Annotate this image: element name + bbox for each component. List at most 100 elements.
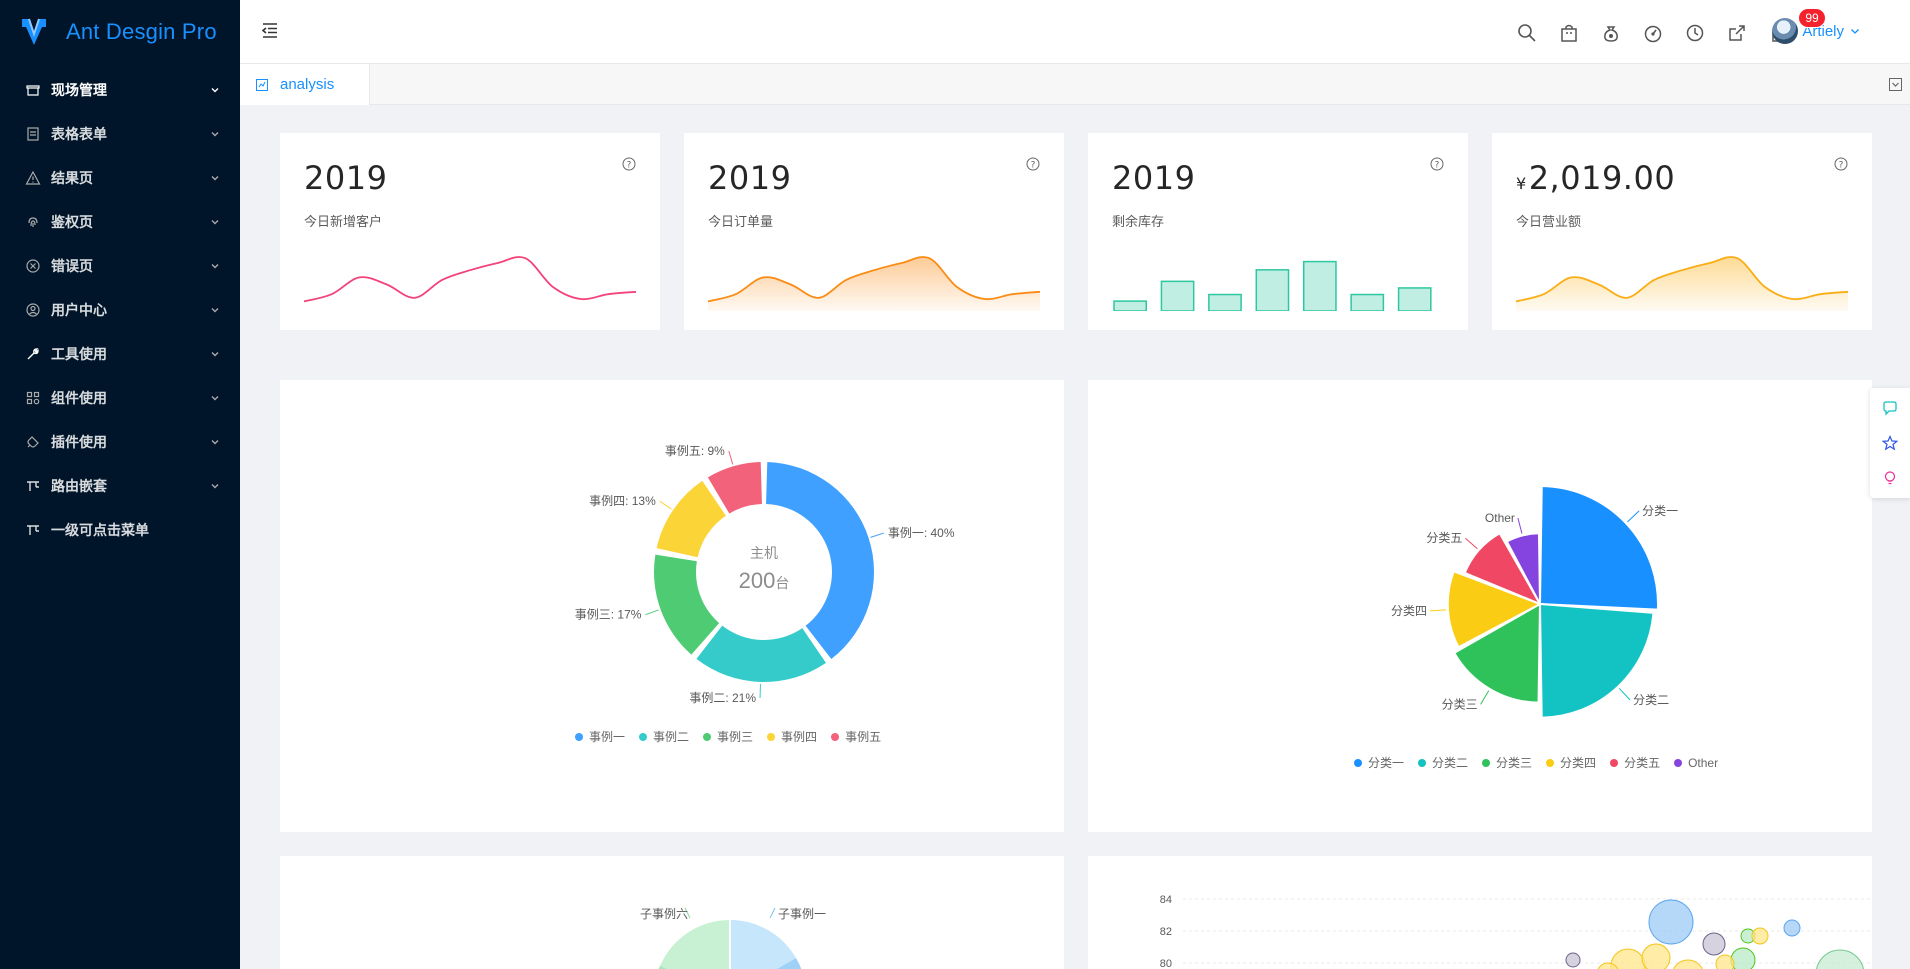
- sidebar-item[interactable]: 用户中心: [0, 288, 240, 332]
- question-icon[interactable]: ?: [1430, 157, 1444, 171]
- sunburst-label: 子事例六: [640, 907, 688, 921]
- sidebar-item[interactable]: 插件使用: [0, 420, 240, 464]
- bubble[interactable]: [1816, 949, 1864, 969]
- menu-fold-icon[interactable]: [260, 20, 280, 40]
- plugin-icon: [27, 436, 39, 448]
- bubble[interactable]: [1702, 932, 1726, 956]
- bubble[interactable]: [1565, 952, 1581, 968]
- search-icon[interactable]: [1516, 22, 1538, 44]
- bubble[interactable]: [1730, 947, 1756, 969]
- shopping-icon[interactable]: [1558, 22, 1580, 44]
- sidebar-item[interactable]: 一级可点击菜单: [0, 508, 240, 552]
- slice-label: 分类四: [1391, 604, 1427, 618]
- question-icon[interactable]: ?: [622, 157, 636, 171]
- logo[interactable]: Ant Desgin Pro: [0, 0, 240, 64]
- sidebar-item-label: 用户中心: [51, 302, 107, 318]
- donut-slice[interactable]: [766, 462, 874, 660]
- legend-item[interactable]: 事例四: [767, 728, 817, 745]
- tab-dropdown-icon[interactable]: [1889, 78, 1902, 91]
- bar[interactable]: [1302, 260, 1337, 311]
- sidebar-item[interactable]: 路由嵌套: [0, 464, 240, 508]
- sidebar-item[interactable]: 鉴权页: [0, 200, 240, 244]
- y-tick-label: 82: [1160, 926, 1172, 938]
- legend-item[interactable]: Other: [1674, 754, 1718, 771]
- bubble[interactable]: [1783, 919, 1801, 937]
- bubble[interactable]: [1648, 899, 1694, 945]
- bar[interactable]: [1255, 269, 1290, 311]
- legend-item[interactable]: 分类四: [1546, 754, 1596, 771]
- bubble[interactable]: [1672, 959, 1704, 969]
- donut-slice[interactable]: [696, 625, 826, 682]
- label-line: [659, 500, 672, 510]
- rose-slice[interactable]: [1539, 485, 1659, 611]
- chevron-down-icon: [211, 88, 219, 93]
- bar[interactable]: [1160, 280, 1195, 311]
- donut-slice[interactable]: [707, 462, 762, 514]
- sunburst-segment[interactable]: [730, 919, 796, 969]
- donut-slice[interactable]: [656, 480, 726, 558]
- bar[interactable]: [1397, 287, 1432, 311]
- sunburst-chart-card: 子事例六 子事例一: [280, 856, 1064, 969]
- sidebar-item[interactable]: 表格表单: [0, 112, 240, 156]
- legend-item[interactable]: 分类五: [1610, 754, 1660, 771]
- star-icon[interactable]: [1882, 435, 1898, 451]
- stat-card-revenue: ¥2,019.00 今日营业额 ?: [1492, 133, 1872, 330]
- rose-slice[interactable]: [1463, 532, 1541, 605]
- sparkline-chart: [304, 256, 636, 303]
- dashboard-tab-icon: [256, 78, 268, 91]
- rose-slice[interactable]: [1453, 603, 1541, 704]
- stat-value: 2019: [304, 159, 387, 197]
- area-fill: [1516, 256, 1848, 311]
- sidebar-item[interactable]: 组件使用: [0, 376, 240, 420]
- bubble[interactable]: [1597, 962, 1619, 969]
- export-icon[interactable]: [1726, 22, 1748, 44]
- comment-icon[interactable]: [1882, 400, 1898, 416]
- svg-text:?: ?: [627, 161, 632, 171]
- clock-icon-glyph: [1686, 24, 1704, 42]
- money-bag-icon[interactable]: [1600, 22, 1622, 44]
- legend-dot: [575, 732, 583, 741]
- legend-item[interactable]: 分类一: [1354, 754, 1404, 771]
- stat-number: 2,019.00: [1528, 159, 1676, 197]
- sunburst-segment[interactable]: [660, 919, 730, 969]
- bubble[interactable]: [1751, 927, 1769, 945]
- bulb-icon[interactable]: [1882, 470, 1898, 486]
- bar[interactable]: [1113, 300, 1148, 311]
- clock-icon[interactable]: [1684, 22, 1706, 44]
- question-icon[interactable]: ?: [1026, 157, 1040, 171]
- chevron-down-icon: [1851, 29, 1859, 34]
- label-line: [1517, 517, 1523, 534]
- legend-item[interactable]: 事例三: [703, 728, 753, 745]
- bubble[interactable]: [1715, 954, 1735, 969]
- rose-slice[interactable]: [1539, 603, 1655, 719]
- svg-text:?: ?: [1031, 161, 1036, 171]
- legend-item[interactable]: 事例二: [639, 728, 689, 745]
- sunburst-segment[interactable]: [654, 966, 730, 969]
- tab-analysis[interactable]: analysis: [240, 64, 370, 105]
- rose-slice[interactable]: [1446, 570, 1541, 649]
- sidebar-item[interactable]: 现场管理: [0, 68, 240, 112]
- bar[interactable]: [1208, 293, 1242, 311]
- appstore-icon: [26, 391, 40, 405]
- question-icon[interactable]: ?: [1834, 157, 1848, 171]
- sunburst-segment[interactable]: [730, 958, 806, 969]
- slice-label: 事例二: 21%: [689, 691, 756, 705]
- user-menu[interactable]: 99 Artiely: [1772, 8, 1860, 44]
- sidebar: Ant Desgin Pro 现场管理 表格表单 结果页 鉴权页 错误页用户中心工具使用…: [0, 0, 240, 969]
- sidebar-item[interactable]: 错误页: [0, 244, 240, 288]
- sidebar-item[interactable]: 工具使用: [0, 332, 240, 376]
- form-icon: [27, 127, 39, 141]
- dashboard-icon[interactable]: [1642, 22, 1664, 44]
- legend-dot: [1482, 758, 1491, 767]
- legend-item[interactable]: 分类三: [1482, 754, 1532, 771]
- bubble[interactable]: [1641, 943, 1671, 969]
- sidebar-item[interactable]: 结果页: [0, 156, 240, 200]
- legend-item[interactable]: 分类二: [1418, 754, 1468, 771]
- sidebar-item-label: 路由嵌套: [51, 478, 107, 494]
- legend-item[interactable]: 事例五: [831, 728, 881, 745]
- rose-slice[interactable]: [1505, 532, 1541, 605]
- bar[interactable]: [1350, 293, 1385, 311]
- label-line: [1627, 510, 1640, 523]
- legend-item[interactable]: 事例一: [575, 728, 625, 745]
- donut-slice[interactable]: [654, 554, 720, 655]
